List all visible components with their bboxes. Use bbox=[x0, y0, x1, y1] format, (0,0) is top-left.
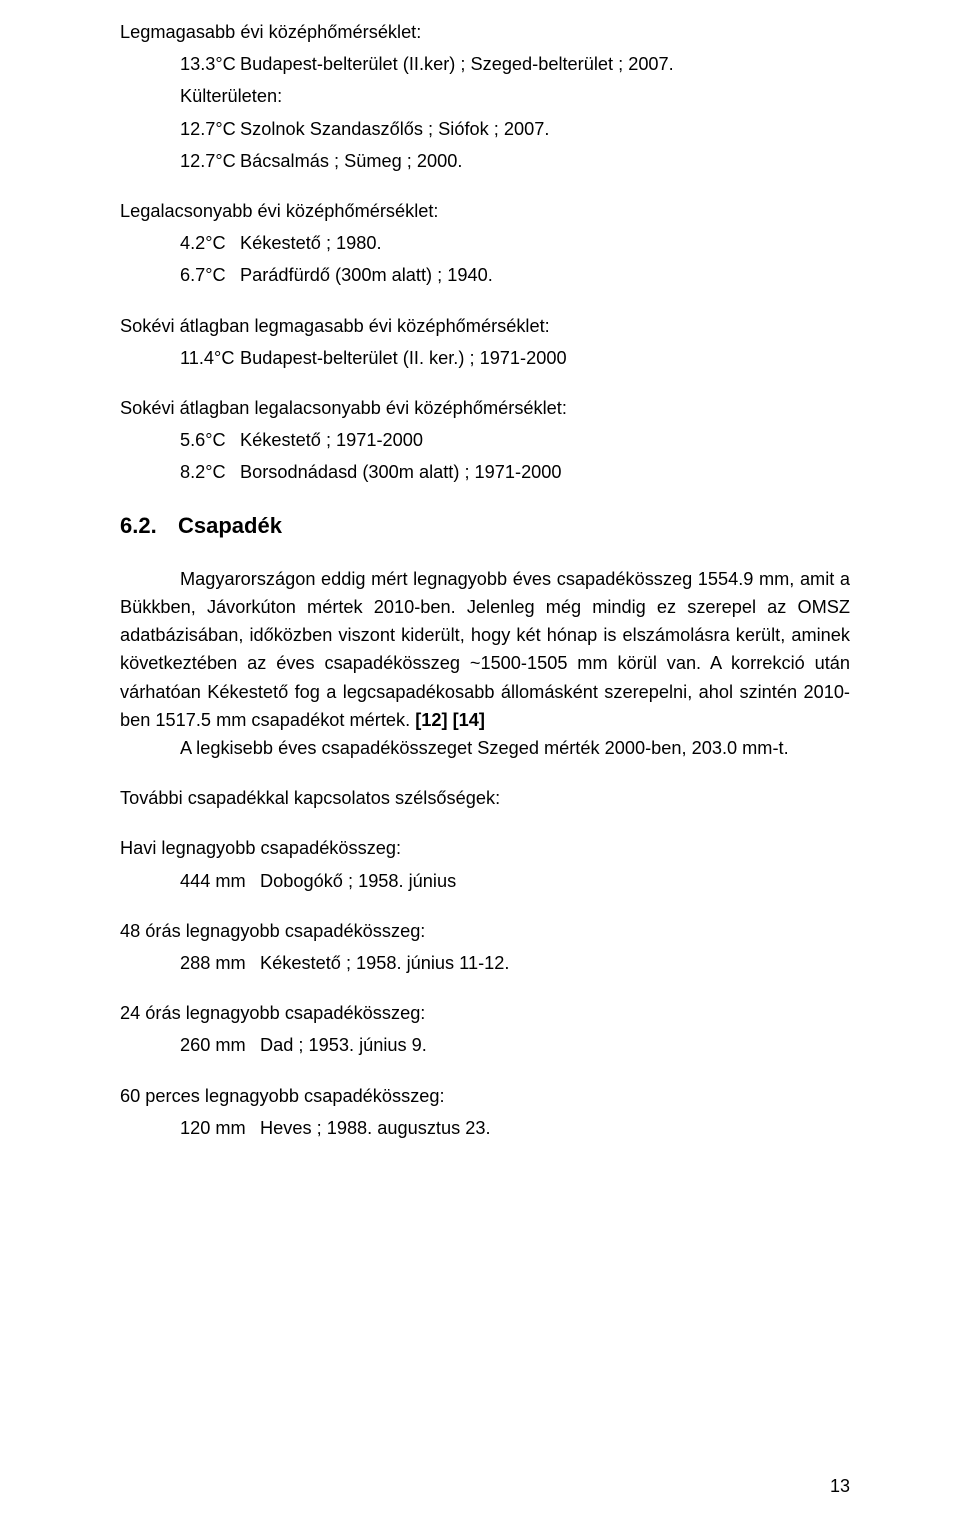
description: Heves ; 1988. augusztus 23. bbox=[260, 1114, 850, 1142]
description: Budapest-belterület (II. ker.) ; 1971-20… bbox=[240, 344, 850, 372]
value: 120 mm bbox=[120, 1114, 260, 1142]
section-title: Legalacsonyabb évi középhőmérséklet: bbox=[120, 197, 850, 225]
section-title: Legmagasabb évi középhőmérséklet: bbox=[120, 18, 850, 46]
subsection-label: Külterületen: bbox=[120, 82, 850, 110]
value: 288 mm bbox=[120, 949, 260, 977]
description: Borsodnádasd (300m alatt) ; 1971-2000 bbox=[240, 458, 850, 486]
data-row: 6.7°C Parádfürdő (300m alatt) ; 1940. bbox=[120, 261, 850, 289]
value: 12.7°C bbox=[120, 147, 240, 175]
value: 11.4°C bbox=[120, 344, 240, 372]
data-row: 8.2°C Borsodnádasd (300m alatt) ; 1971-2… bbox=[120, 458, 850, 486]
section-title: 48 órás legnagyobb csapadékösszeg: bbox=[120, 917, 850, 945]
paragraph-precip-records: Magyarországon eddig mért legnagyobb éve… bbox=[120, 565, 850, 762]
section-longterm-highest-mean-temp: Sokévi átlagban legmagasabb évi középhőm… bbox=[120, 312, 850, 372]
description: Budapest-belterület (II.ker) ; Szeged-be… bbox=[240, 50, 850, 78]
section-title: 24 órás legnagyobb csapadékösszeg: bbox=[120, 999, 850, 1027]
data-row: 5.6°C Kékestető ; 1971-2000 bbox=[120, 426, 850, 454]
value: 13.3°C bbox=[120, 50, 240, 78]
data-row: 4.2°C Kékestető ; 1980. bbox=[120, 229, 850, 257]
data-row: 11.4°C Budapest-belterület (II. ker.) ; … bbox=[120, 344, 850, 372]
description: Parádfürdő (300m alatt) ; 1940. bbox=[240, 261, 850, 289]
section-48h-max-precip: 48 órás legnagyobb csapadékösszeg: 288 m… bbox=[120, 917, 850, 977]
description: Dad ; 1953. június 9. bbox=[260, 1031, 850, 1059]
value: 444 mm bbox=[120, 867, 260, 895]
value: 12.7°C bbox=[120, 115, 240, 143]
description: Bácsalmás ; Sümeg ; 2000. bbox=[240, 147, 850, 175]
data-row: 13.3°C Budapest-belterület (II.ker) ; Sz… bbox=[120, 50, 850, 78]
value: 260 mm bbox=[120, 1031, 260, 1059]
description: Szolnok Szandaszőlős ; Siófok ; 2007. bbox=[240, 115, 850, 143]
section-24h-max-precip: 24 órás legnagyobb csapadékösszeg: 260 m… bbox=[120, 999, 850, 1059]
section-60min-max-precip: 60 perces legnagyobb csapadékösszeg: 120… bbox=[120, 1082, 850, 1142]
description: Kékestető ; 1980. bbox=[240, 229, 850, 257]
description: Kékestető ; 1958. június 11-12. bbox=[260, 949, 850, 977]
section-lowest-annual-mean-temp: Legalacsonyabb évi középhőmérséklet: 4.2… bbox=[120, 197, 850, 290]
section-highest-annual-mean-temp: Legmagasabb évi középhőmérséklet: 13.3°C… bbox=[120, 18, 850, 175]
value: 5.6°C bbox=[120, 426, 240, 454]
paragraph-text: A legkisebb éves csapadékösszeget Szeged… bbox=[180, 738, 789, 758]
data-row: 120 mm Heves ; 1988. augusztus 23. bbox=[120, 1114, 850, 1142]
data-row: 260 mm Dad ; 1953. június 9. bbox=[120, 1031, 850, 1059]
section-title: 60 perces legnagyobb csapadékösszeg: bbox=[120, 1082, 850, 1110]
paragraph-text: Magyarországon eddig mért legnagyobb éve… bbox=[120, 569, 850, 730]
description: Kékestető ; 1971-2000 bbox=[240, 426, 850, 454]
heading-number: 6.2. bbox=[120, 509, 178, 543]
value: 4.2°C bbox=[120, 229, 240, 257]
value: 8.2°C bbox=[120, 458, 240, 486]
data-row: 288 mm Kékestető ; 1958. június 11-12. bbox=[120, 949, 850, 977]
value: 6.7°C bbox=[120, 261, 240, 289]
data-row: 444 mm Dobogókő ; 1958. június bbox=[120, 867, 850, 895]
description: Dobogókő ; 1958. június bbox=[260, 867, 850, 895]
data-row: 12.7°C Bácsalmás ; Sümeg ; 2000. bbox=[120, 147, 850, 175]
section-title: Sokévi átlagban legmagasabb évi középhőm… bbox=[120, 312, 850, 340]
section-title: Havi legnagyobb csapadékösszeg: bbox=[120, 834, 850, 862]
heading-text: Csapadék bbox=[178, 509, 282, 543]
section-longterm-lowest-mean-temp: Sokévi átlagban legalacsonyabb évi közép… bbox=[120, 394, 850, 487]
page-number: 13 bbox=[830, 1473, 850, 1501]
paragraph-further-extremes: További csapadékkal kapcsolatos szélsősé… bbox=[120, 784, 850, 812]
section-title: Sokévi átlagban legalacsonyabb évi közép… bbox=[120, 394, 850, 422]
reference-marks: [12] [14] bbox=[415, 710, 485, 730]
heading-6-2: 6.2. Csapadék bbox=[120, 509, 850, 543]
section-monthly-max-precip: Havi legnagyobb csapadékösszeg: 444 mm D… bbox=[120, 834, 850, 894]
data-row: 12.7°C Szolnok Szandaszőlős ; Siófok ; 2… bbox=[120, 115, 850, 143]
